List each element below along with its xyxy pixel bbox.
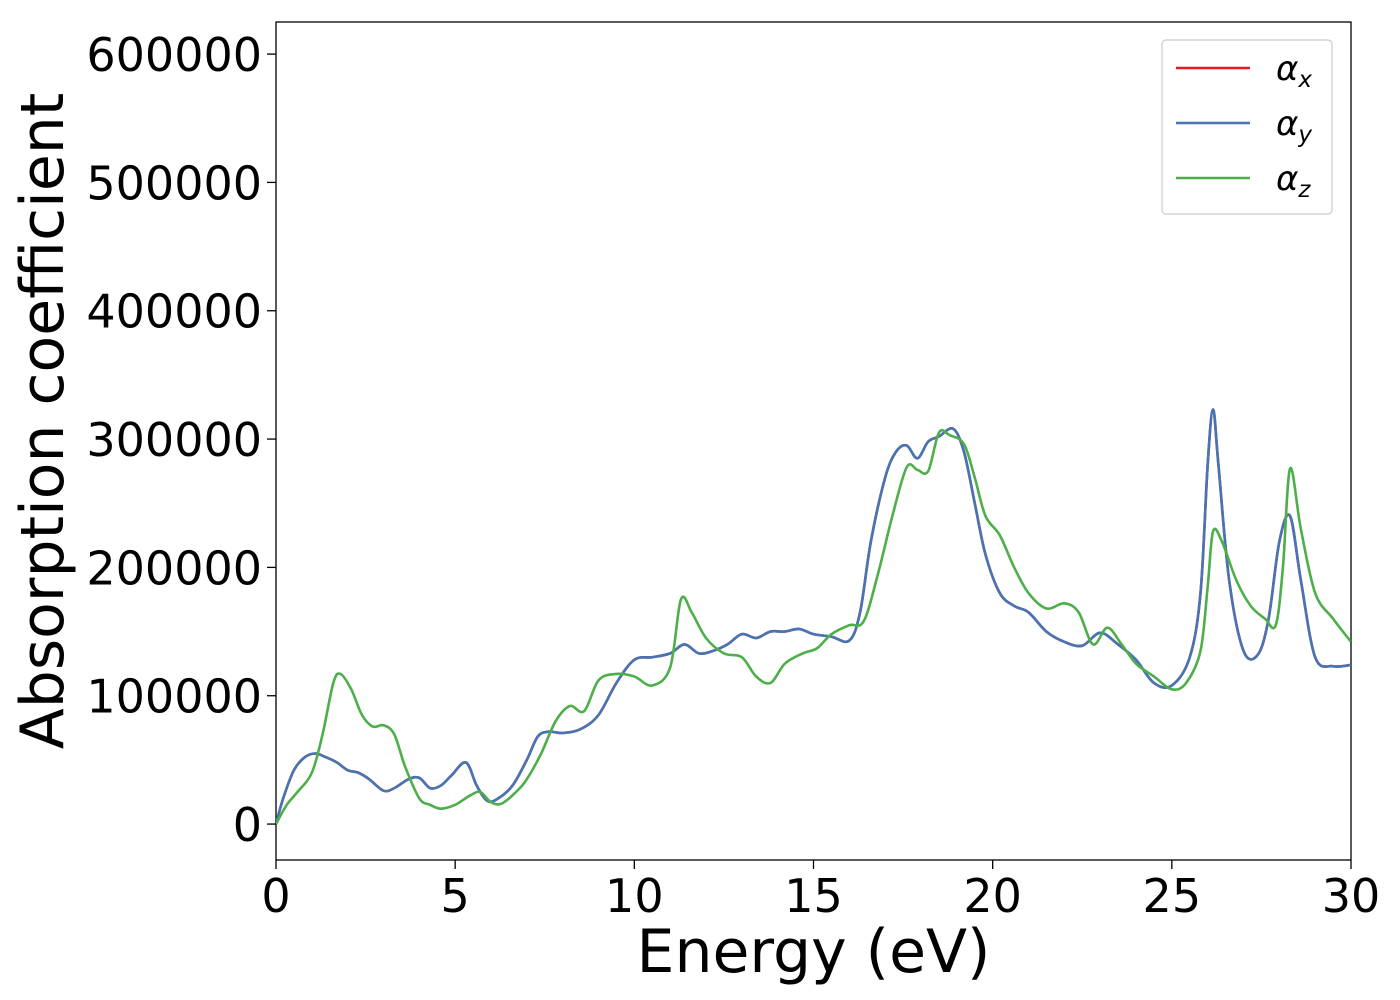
x-tick-label: 5 xyxy=(441,869,470,923)
legend-box xyxy=(1161,39,1333,215)
legend-label-y: αy xyxy=(1276,104,1312,148)
x-axis-title: Energy (eV) xyxy=(637,917,991,987)
x-axis-ticks: 0 5 10 15 20 25 30 xyxy=(261,860,1380,923)
series-line-x xyxy=(276,408,1351,825)
legend-label-z: αz xyxy=(1276,159,1311,203)
legend-label-sub: y xyxy=(1297,122,1312,148)
y-tick-label: 200000 xyxy=(86,541,262,595)
y-tick-label: 300000 xyxy=(86,413,262,467)
legend-label-main: α xyxy=(1276,104,1298,144)
x-tick-label: 20 xyxy=(963,869,1022,923)
y-tick-label: 600000 xyxy=(86,28,262,82)
legend-label-sub: z xyxy=(1297,177,1311,203)
y-tick-label: 500000 xyxy=(86,156,262,210)
y-tick-label: 400000 xyxy=(86,285,262,339)
y-tick-label: 0 xyxy=(233,798,262,852)
legend-label-main: α xyxy=(1276,49,1298,89)
series-lines xyxy=(276,408,1351,825)
legend-label-main: α xyxy=(1276,159,1298,199)
series-line-y xyxy=(276,408,1351,825)
x-tick-label: 15 xyxy=(784,869,843,923)
x-tick-label: 10 xyxy=(605,869,664,923)
series-line-z xyxy=(276,428,1351,825)
legend-label-sub: x xyxy=(1297,67,1312,93)
x-tick-label: 25 xyxy=(1143,869,1202,923)
legend-label-x: αx xyxy=(1276,49,1312,93)
x-tick-label: 30 xyxy=(1322,869,1381,923)
y-axis-title: Absorption coefficient xyxy=(8,93,78,750)
y-tick-label: 100000 xyxy=(86,670,262,724)
x-tick-label: 0 xyxy=(261,869,290,923)
y-axis-ticks: 0 100000 200000 300000 400000 500000 600000 xyxy=(86,28,276,852)
